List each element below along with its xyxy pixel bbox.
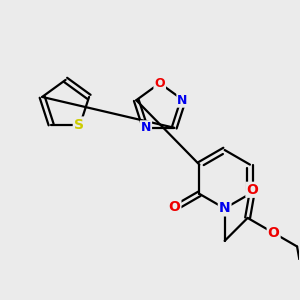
Text: O: O	[154, 76, 165, 90]
Text: O: O	[268, 226, 280, 240]
Text: N: N	[177, 94, 188, 107]
Text: N: N	[219, 201, 230, 215]
Text: O: O	[169, 200, 180, 214]
Text: S: S	[74, 118, 84, 131]
Text: O: O	[246, 183, 258, 197]
Text: N: N	[141, 121, 151, 134]
